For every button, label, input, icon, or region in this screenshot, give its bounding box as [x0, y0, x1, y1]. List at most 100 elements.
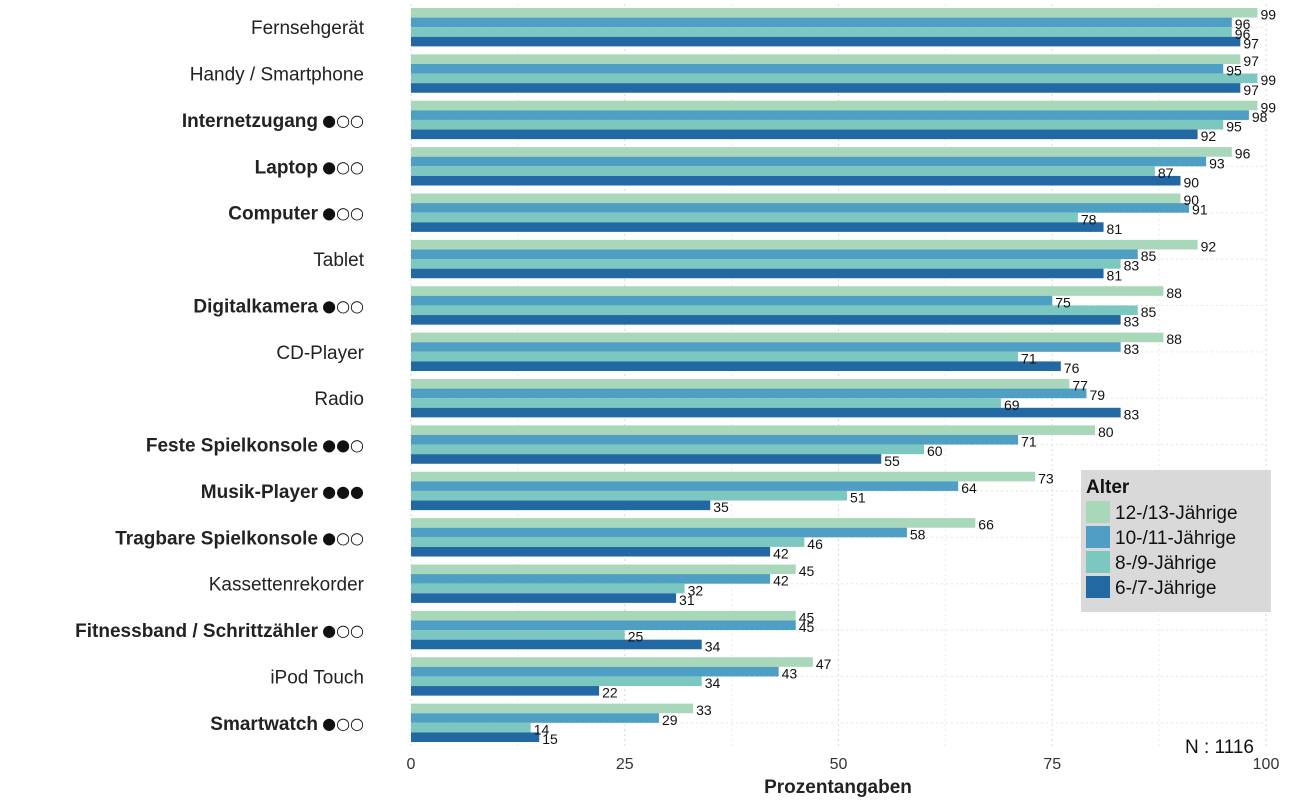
category-indicator: ●○○ [322, 621, 364, 640]
bar [411, 398, 1001, 408]
value-label: 93 [1209, 155, 1225, 171]
bar [411, 574, 771, 584]
legend-label: 10-/11-Jährige [1115, 528, 1236, 549]
legend-swatch [1086, 576, 1110, 598]
category-label: iPod Touch [270, 667, 364, 688]
bar [411, 259, 1121, 269]
bar [411, 425, 1095, 435]
bar [411, 490, 848, 501]
bars [411, 7, 1258, 743]
bar [411, 249, 1138, 260]
x-tick-label: 25 [616, 756, 634, 773]
value-label: 78 [1081, 211, 1097, 227]
bar [411, 203, 1190, 213]
legend-label: 6-/7-Jährige [1115, 578, 1216, 599]
bar [411, 732, 540, 743]
bar [411, 295, 1053, 306]
bar [411, 378, 1070, 389]
x-tick-labels: 0 25 50 75 100 [407, 756, 1280, 773]
bar [411, 454, 882, 464]
bar [411, 212, 1078, 223]
value-label: 15 [542, 731, 558, 747]
bar [411, 620, 796, 631]
category-label: Computer [228, 204, 318, 225]
category-label: Laptop [255, 157, 318, 178]
bar [411, 407, 1121, 418]
value-label: 58 [910, 526, 926, 542]
category-indicator: ●○○ [322, 111, 364, 130]
value-label: 22 [602, 685, 618, 701]
value-label: 76 [1064, 360, 1080, 376]
value-label: 97 [1243, 82, 1259, 98]
bar [411, 676, 702, 687]
category-indicator: ●○○ [322, 528, 364, 547]
value-label: 29 [662, 712, 678, 728]
category-indicator: ●●○ [322, 436, 364, 455]
value-label: 92 [1201, 238, 1217, 254]
bar [411, 63, 1224, 74]
value-label: 25 [628, 629, 644, 645]
value-label: 83 [1124, 258, 1140, 274]
bar [411, 332, 1164, 343]
bar [411, 156, 1207, 167]
legend-swatch [1086, 526, 1110, 548]
category-label: Internetzugang [182, 111, 318, 132]
bar [411, 388, 1087, 399]
value-label: 42 [773, 546, 789, 562]
bar [411, 27, 1232, 37]
value-label: 96 [1235, 146, 1251, 162]
value-label: 51 [850, 490, 866, 506]
value-label: 79 [1089, 387, 1105, 403]
value-label: 85 [1141, 304, 1157, 320]
bar [411, 73, 1258, 84]
bar [411, 666, 779, 677]
bar [411, 268, 1104, 279]
value-label: 83 [1124, 341, 1140, 357]
value-label: 90 [1184, 175, 1200, 191]
legend-title: Alter [1086, 477, 1130, 498]
value-label: 69 [1004, 397, 1020, 413]
value-label: 77 [1072, 378, 1088, 394]
bar [411, 434, 1019, 445]
bar [411, 610, 796, 621]
bar [411, 546, 771, 557]
value-label: 80 [1098, 424, 1114, 440]
value-label: 45 [799, 563, 815, 579]
value-label: 85 [1141, 248, 1157, 264]
x-tick-label: 50 [830, 756, 848, 773]
category-label: Feste Spielkonsole [146, 436, 318, 457]
value-label: 83 [1124, 406, 1140, 422]
category-indicator: ●○○ [322, 157, 364, 176]
bar [411, 471, 1036, 482]
bar [411, 518, 976, 528]
value-label: 95 [1226, 63, 1242, 79]
category-label: Tablet [313, 250, 364, 271]
category-label: Kassettenrekorder [209, 575, 365, 596]
bar [411, 686, 600, 696]
category-label: Smartwatch [210, 714, 318, 735]
legend-label: 12-/13-Jährige [1115, 503, 1238, 524]
value-label: 98 [1252, 109, 1268, 125]
category-label: CD-Player [276, 343, 364, 364]
legend-label: 8-/9-Jährige [1115, 553, 1216, 574]
x-tick-label: 75 [1043, 756, 1061, 773]
value-label: 81 [1107, 221, 1123, 237]
category-indicator: ●○○ [322, 296, 364, 315]
category-indicator: ●○○ [322, 204, 364, 223]
value-label: 66 [978, 517, 994, 533]
x-tick-label: 100 [1253, 756, 1280, 773]
bar [411, 193, 1181, 204]
bar [411, 54, 1241, 64]
bar [411, 239, 1198, 250]
bar [411, 119, 1224, 130]
x-tick-label: 0 [407, 756, 416, 773]
value-label: 64 [961, 480, 977, 496]
value-label: 43 [782, 665, 798, 681]
sample-size-note: N : 1116 [1185, 737, 1254, 758]
value-label: 55 [884, 453, 900, 469]
bar [411, 166, 1155, 176]
category-label: Fernsehgerät [251, 18, 365, 39]
value-label: 35 [713, 499, 729, 515]
value-label: 83 [1124, 314, 1140, 330]
value-label: 31 [679, 592, 695, 608]
